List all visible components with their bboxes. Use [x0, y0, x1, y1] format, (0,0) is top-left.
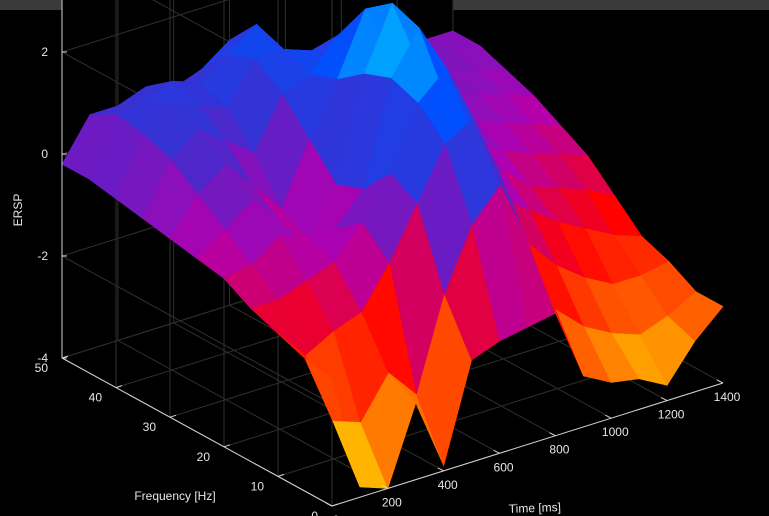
- frequency-tick-label: 50: [35, 361, 49, 375]
- time-tick-label: 1400: [714, 390, 741, 404]
- time-tick-mark: [605, 414, 612, 419]
- time-tick-label: 400: [438, 478, 458, 492]
- time-tick-mark: [660, 397, 668, 402]
- z-tick-label: -4: [37, 351, 48, 365]
- time-tick-mark: [325, 502, 333, 507]
- time-tick-label: 0: [333, 513, 340, 516]
- surface-patch: [667, 291, 724, 342]
- time-tick-mark: [716, 379, 724, 384]
- tick-labels: -4-2024601020304050020040060080010001200…: [35, 45, 741, 516]
- z-tick-label: 2: [41, 45, 48, 59]
- frequency-tick-mark: [277, 473, 285, 477]
- z-tick-label: -2: [37, 249, 48, 263]
- frequency-tick-label: 30: [143, 420, 157, 434]
- frequency-tick-mark: [115, 385, 123, 389]
- time-tick-label: 800: [549, 443, 569, 457]
- frequency-tick-label: 10: [251, 479, 265, 493]
- time-tick-label: 1000: [602, 425, 629, 439]
- time-tick-mark: [549, 432, 556, 437]
- frequency-tick-mark: [169, 414, 177, 418]
- frequency-axis-line: [61, 357, 333, 507]
- z-tick-label: 0: [41, 147, 48, 161]
- time-axis-line: [331, 382, 724, 507]
- time-tick-label: 200: [382, 495, 402, 509]
- frequency-tick-label: 40: [89, 391, 103, 405]
- z-axis-label: ERSP: [11, 194, 25, 227]
- time-tick-mark: [381, 484, 389, 489]
- axes: [61, 0, 724, 507]
- time-tick-mark: [437, 467, 444, 472]
- frequency-tick-mark: [223, 444, 231, 448]
- time-tick-label: 1200: [658, 408, 685, 422]
- frequency-tick-label: 0: [311, 509, 318, 516]
- surface: [61, 2, 724, 490]
- y-axis-label: Frequency [Hz]: [134, 489, 215, 503]
- x-axis-label: Time [ms]: [509, 500, 562, 516]
- frequency-tick-mark: [61, 355, 69, 359]
- frequency-tick-label: 20: [197, 450, 211, 464]
- time-tick-label: 600: [494, 460, 514, 474]
- time-tick-mark: [493, 449, 500, 454]
